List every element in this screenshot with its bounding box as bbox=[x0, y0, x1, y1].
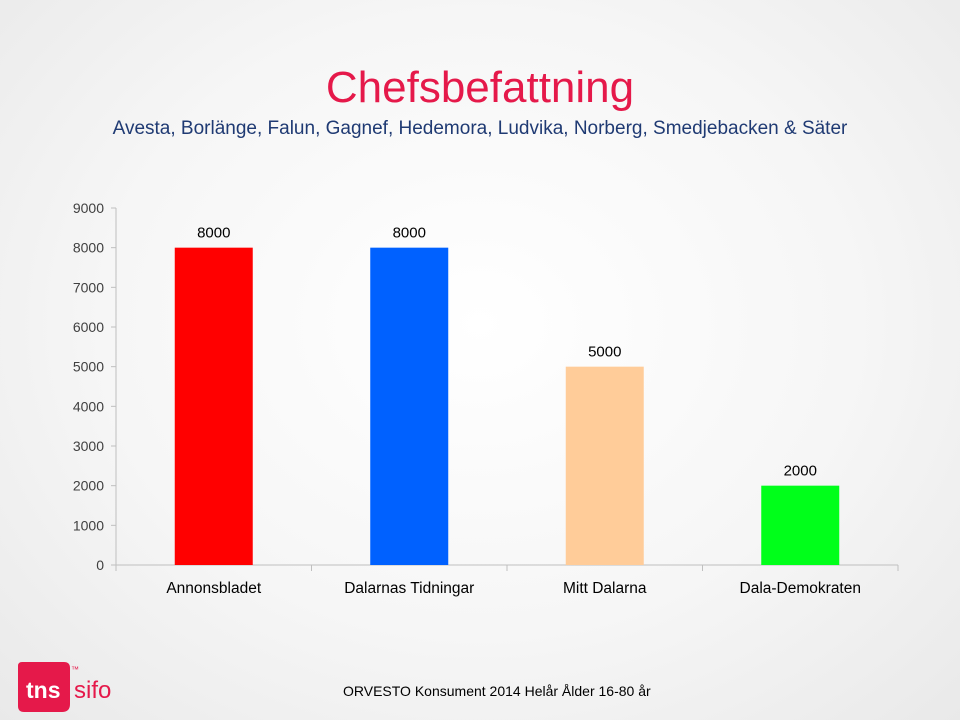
y-tick-label: 9000 bbox=[73, 200, 104, 216]
bar-dala-demokraten bbox=[761, 485, 840, 565]
data-label: 8000 bbox=[393, 225, 426, 242]
y-tick-label: 5000 bbox=[73, 359, 104, 375]
data-label: 2000 bbox=[784, 463, 817, 480]
category-label: Dala-Demokraten bbox=[740, 580, 861, 597]
source-footer: ORVESTO Konsument 2014 Helår Ålder 16-80… bbox=[343, 683, 651, 699]
data-label: 8000 bbox=[197, 225, 230, 242]
data-label: 5000 bbox=[588, 344, 621, 361]
logo-tns-text: tns bbox=[26, 677, 61, 703]
chart-title: Chefsbefattning bbox=[325, 63, 635, 112]
y-tick-label: 6000 bbox=[73, 319, 104, 335]
bar-mitt-dalarna bbox=[565, 366, 644, 565]
tns-sifo-logo: tns ™ sifo bbox=[18, 662, 111, 712]
category-label: Dalarnas Tidningar bbox=[344, 580, 474, 597]
y-tick-label: 7000 bbox=[73, 279, 104, 295]
y-tick-label: 1000 bbox=[73, 517, 104, 533]
y-tick-label: 2000 bbox=[73, 478, 104, 494]
category-label: Annonsbladet bbox=[166, 580, 261, 597]
logo-trademark: ™ bbox=[71, 665, 79, 674]
bar-dalarnas-tidningar bbox=[370, 247, 449, 565]
y-tick-label: 4000 bbox=[73, 398, 104, 414]
logo-sifo-text: sifo bbox=[74, 677, 111, 704]
chart-subtitle: Avesta, Borlänge, Falun, Gagnef, Hedemor… bbox=[112, 118, 848, 139]
y-tick-label: 3000 bbox=[73, 438, 104, 454]
y-tick-label: 0 bbox=[96, 557, 104, 573]
bar-annonsbladet bbox=[174, 247, 253, 565]
tns-logo-mark bbox=[18, 662, 70, 712]
y-tick-label: 8000 bbox=[73, 240, 104, 256]
bar-chart: 0 1000 2000 3000 4000 5000 6000 7000 8000 9000 800… bbox=[73, 200, 899, 597]
category-label: Mitt Dalarna bbox=[563, 580, 647, 597]
